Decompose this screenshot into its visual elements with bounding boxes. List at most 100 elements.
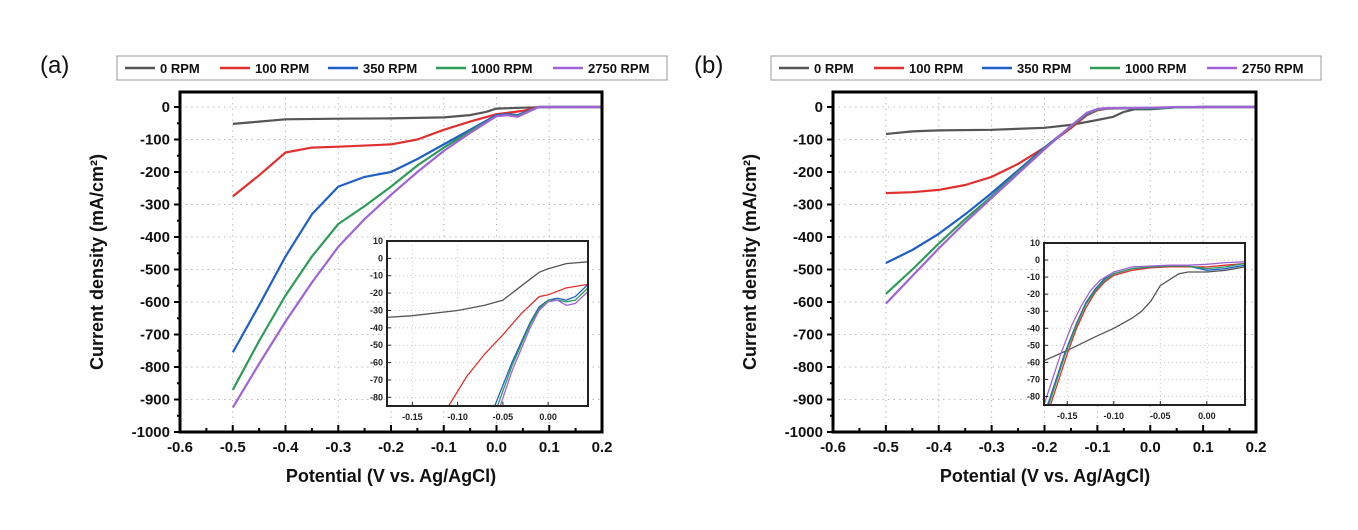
- inset-x-tick-label: -0.15: [1057, 411, 1078, 421]
- y-tick-label: -300: [793, 197, 823, 214]
- inset-y-tick-label: -10: [1027, 272, 1040, 282]
- x-axis-label: Potential (V vs. Ag/AgCl): [286, 466, 496, 486]
- y-tick-label: 0: [162, 99, 170, 116]
- inset-x-tick-label: -0.15: [402, 412, 423, 422]
- legend-label: 0 RPM: [160, 61, 200, 76]
- inset: -0.15 -0.10 -0.05 0.00 10 0 -10 -20 -30 -40 -50 -60…: [1027, 238, 1246, 421]
- inset-frame: [386, 240, 589, 407]
- legend-label: 350 RPM: [1017, 61, 1071, 76]
- series-line-2750-rpm: [885, 105, 1256, 305]
- inset-series-line-2750-rpm: [1044, 261, 1245, 405]
- y-tick-label: -900: [793, 392, 823, 409]
- inset-x-tick-label: 0.00: [1198, 411, 1216, 421]
- inset-series-line-1000-rpm: [1048, 262, 1245, 405]
- inset-y-tick-label: 0: [1035, 255, 1040, 265]
- inset-x-tick-label: 0.00: [539, 412, 557, 422]
- inset-y-tick-label: -60: [370, 358, 383, 368]
- inset-frame: [1043, 242, 1246, 406]
- y-tick-label: -100: [140, 132, 170, 149]
- panel-label: (b): [694, 52, 723, 79]
- y-tick-label: -300: [140, 197, 170, 214]
- legend: 0 RPM 100 RPM 350 RPM 1000 RPM 2750 RPM: [116, 55, 668, 81]
- inset-series-line-100-rpm: [448, 283, 588, 406]
- inset-background: [387, 241, 588, 406]
- inset-y-tick-label: -10: [370, 271, 383, 281]
- inset-y-tick-label: -80: [370, 392, 383, 402]
- legend-label: 2750 RPM: [1242, 61, 1303, 76]
- series-line-2750-rpm: [231, 105, 602, 409]
- legend: 0 RPM 100 RPM 350 RPM 1000 RPM 2750 RPM: [770, 55, 1322, 81]
- inset-y-tick-label: -40: [370, 323, 383, 333]
- y-tick-label: -200: [140, 164, 170, 181]
- x-tick-label: 0.1: [1193, 439, 1214, 456]
- y-tick-label: -800: [140, 359, 170, 376]
- y-tick-label: -600: [140, 294, 170, 311]
- x-tick-label: -0.4: [926, 439, 953, 456]
- inset-y-tick-label: 10: [1030, 238, 1040, 248]
- inset-y-tick-label: 10: [373, 236, 383, 246]
- legend-label: 2750 RPM: [588, 61, 649, 76]
- panel-label: (a): [40, 52, 69, 79]
- inset-series-line-1000-rpm: [496, 287, 588, 406]
- y-tick-label: -800: [793, 359, 823, 376]
- inset-y-tick-label: 0: [378, 253, 383, 263]
- x-axis-label: Potential (V vs. Ag/AgCl): [940, 466, 1150, 486]
- series-line-100-rpm: [232, 105, 602, 198]
- x-tick-label: 0.0: [1140, 439, 1161, 456]
- x-tick-label: -0.5: [220, 439, 246, 456]
- inset-x-tick-label: -0.05: [1150, 411, 1171, 421]
- inset-y-tick-label: -80: [1027, 391, 1040, 401]
- x-tick-label: 0.2: [1246, 439, 1267, 456]
- inset-series-line-100-rpm: [1049, 262, 1245, 405]
- y-tick-label: -500: [140, 262, 170, 279]
- x-tick-label: -0.2: [1032, 439, 1058, 456]
- inset: -0.15 -0.10 -0.05 0.00 10 0 -10 -20 -30 -40 -50 -60…: [370, 236, 589, 422]
- y-tick-label: -200: [793, 164, 823, 181]
- y-tick-label: -400: [140, 229, 170, 246]
- inset-series-line-0-rpm: [1044, 266, 1245, 362]
- legend-label: 100 RPM: [909, 61, 963, 76]
- x-tick-label: -0.3: [979, 439, 1005, 456]
- x-tick-label: -0.1: [431, 439, 457, 456]
- inset-series-line-2750-rpm: [499, 290, 588, 406]
- x-tick-label: -0.4: [273, 439, 300, 456]
- legend-label: 1000 RPM: [471, 61, 532, 76]
- x-tick-label: 0.1: [539, 439, 560, 456]
- y-tick-label: -400: [793, 229, 823, 246]
- series-line-100-rpm: [885, 105, 1256, 195]
- x-tick-label: 0.2: [592, 439, 613, 456]
- y-tick-label: -500: [793, 262, 823, 279]
- chart-panel-a: (a) 0 RPM 100 RPM 350 RPM 1000 RPM 2750 RPM -0…: [40, 52, 668, 486]
- inset-series-line-0-rpm: [387, 261, 588, 319]
- inset-y-tick-label: -40: [1027, 323, 1040, 333]
- y-axis-label: Current density (mA/cm²): [740, 154, 760, 370]
- x-tick-label: -0.6: [167, 439, 193, 456]
- chart-panel-b: (b) 0 RPM 100 RPM 350 RPM 1000 RPM 2750 RPM -0…: [694, 52, 1322, 486]
- inset-y-tick-label: -20: [1027, 289, 1040, 299]
- inset-y-tick-label: -50: [1027, 340, 1040, 350]
- legend-label: 100 RPM: [255, 61, 309, 76]
- x-tick-label: -0.5: [873, 439, 899, 456]
- legend-label: 1000 RPM: [1125, 61, 1186, 76]
- x-tick-label: 0.0: [486, 439, 507, 456]
- x-tick-label: -0.3: [325, 439, 351, 456]
- y-tick-label: -600: [793, 294, 823, 311]
- legend-label: 0 RPM: [814, 61, 854, 76]
- y-tick-label: -100: [793, 132, 823, 149]
- series-line-0-rpm: [232, 105, 602, 125]
- inset-y-tick-label: -30: [1027, 306, 1040, 316]
- legend-label: 350 RPM: [363, 61, 417, 76]
- inset-y-tick-label: -20: [370, 288, 383, 298]
- inset-x-tick-label: -0.10: [1104, 411, 1125, 421]
- x-tick-label: -0.2: [378, 439, 404, 456]
- y-axis-label: Current density (mA/cm²): [87, 154, 107, 370]
- y-tick-label: -900: [140, 392, 170, 409]
- inset-y-tick-label: -30: [370, 305, 383, 315]
- inset-x-tick-label: -0.10: [447, 412, 468, 422]
- y-tick-label: -1000: [785, 424, 823, 441]
- x-tick-label: -0.1: [1084, 439, 1110, 456]
- inset-y-tick-label: -60: [1027, 357, 1040, 367]
- inset-x-tick-label: -0.05: [493, 412, 514, 422]
- inset-y-tick-label: -70: [370, 375, 383, 385]
